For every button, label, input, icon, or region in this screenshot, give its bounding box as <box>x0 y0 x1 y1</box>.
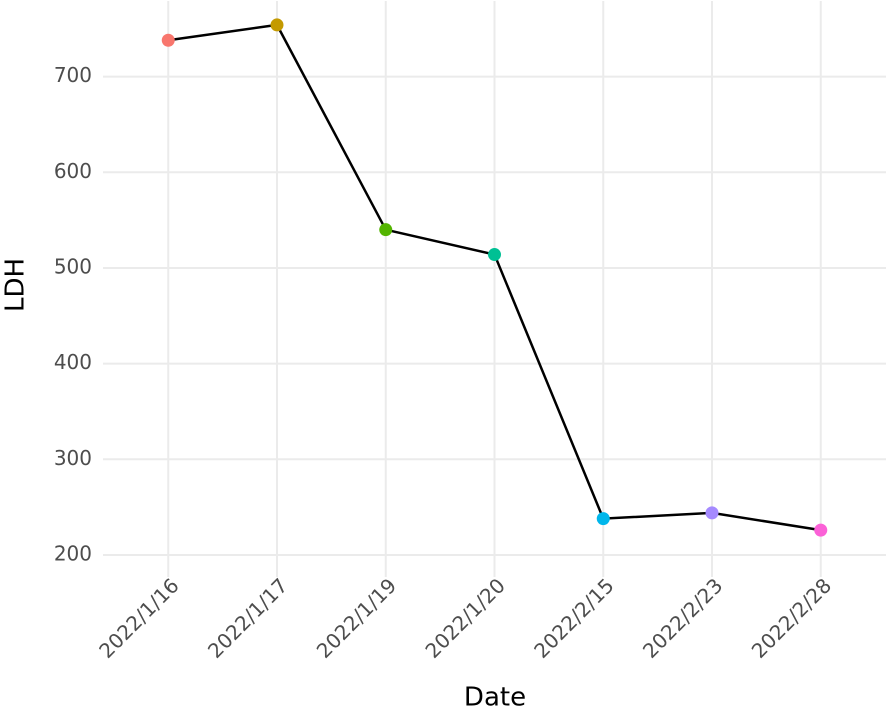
y-axis-title: LDH <box>1 258 31 312</box>
data-point <box>379 223 393 237</box>
x-tick-label: 2022/2/28 <box>747 573 836 662</box>
data-point <box>270 18 284 32</box>
data-point <box>705 506 719 520</box>
data-point <box>488 248 501 262</box>
x-axis-title: Date <box>464 683 526 713</box>
data-point <box>161 33 175 47</box>
data-point <box>596 512 610 526</box>
x-tick-label: 2022/1/17 <box>203 573 292 662</box>
y-tick-label: 300 <box>54 446 92 470</box>
x-tick-label: 2022/1/19 <box>312 573 401 662</box>
x-tick-label: 2022/2/15 <box>529 573 618 662</box>
y-tick-label: 700 <box>54 63 92 87</box>
x-tick-label: 2022/1/20 <box>420 573 509 662</box>
y-tick-label: 600 <box>54 159 92 183</box>
x-tick-label: 2022/1/16 <box>94 573 183 662</box>
y-tick-label: 500 <box>54 254 92 278</box>
x-tick-label: 2022/2/23 <box>638 573 727 662</box>
y-tick-label: 400 <box>54 350 92 374</box>
y-tick-label: 200 <box>54 541 92 565</box>
data-point <box>814 523 828 537</box>
